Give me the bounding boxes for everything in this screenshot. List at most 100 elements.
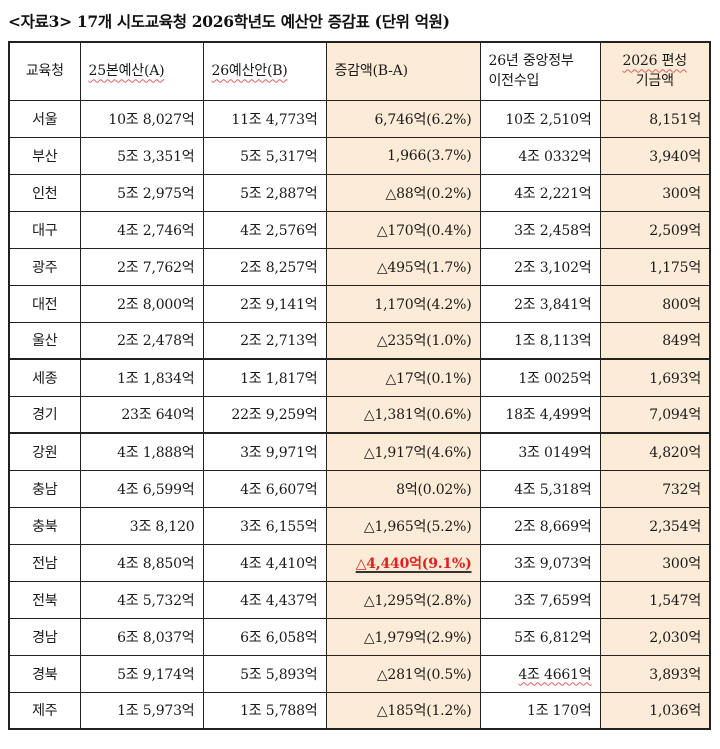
table-row: 서울 10조 8,027억 11조 4,773억 6,746억(6.2%) 10조 2,… [8, 99, 711, 138]
budget-2026-cell: 4조 4,410억 [202, 543, 327, 582]
change-cell: 1,170억(4.2%) [325, 284, 481, 323]
region-cell: 부산 [8, 136, 81, 175]
fund-2026-cell: 8,151억 [599, 99, 711, 138]
region-cell: 울산 [8, 321, 81, 360]
header-education-office: 교육청 [8, 41, 81, 101]
fund-2026-cell: 1,175억 [599, 247, 711, 286]
table-row: 충남 4조 6,599억 4조 6,607억 8억(0.02%) 4조 5,318억 73… [8, 469, 711, 508]
region-cell: 경남 [8, 617, 81, 656]
budget-2026-cell: 4조 6,607억 [202, 469, 327, 508]
table-row: 경북 5조 9,174억 5조 5,893억 △281억(0.5%) 4조 4661억 3… [8, 654, 711, 693]
change-cell: △1,295억(2.8%) [325, 580, 481, 619]
table-row: 광주 2조 7,762억 2조 8,257억 △495억(1.7%) 2조 3,102억… [8, 247, 711, 286]
central-transfer-cell: 4조 5,318억 [479, 469, 601, 508]
change-cell: △495억(1.7%) [325, 247, 481, 286]
budget-2025-cell: 4조 1,888억 [79, 432, 204, 471]
change-cell: 6,746억(6.2%) [325, 99, 481, 138]
fund-2026-cell: 2,030억 [599, 617, 711, 656]
table-row: 울산 2조 2,478억 2조 2,713억 △235억(1.0%) 1조 8,113억… [8, 321, 711, 360]
budget-2025-cell: 1조 1,834억 [79, 358, 204, 397]
change-cell: △88억(0.2%) [325, 173, 481, 212]
table-row: 세종 1조 1,834억 1조 1,817억 △17억(0.1%) 1조 0025억 1,… [8, 358, 711, 397]
region-cell: 경기 [8, 395, 81, 434]
budget-2025-cell: 5조 2,975억 [79, 173, 204, 212]
table-row: 제주 1조 5,973억 1조 5,788억 △185억(1.2%) 1조 170억 1,… [8, 691, 711, 730]
central-transfer-cell: 1조 8,113억 [479, 321, 601, 360]
fund-2026-cell: 4,820억 [599, 432, 711, 471]
fund-2026-cell: 732억 [599, 469, 711, 508]
fund-2026-cell: 3,893억 [599, 654, 711, 693]
fund-2026-cell: 3,940억 [599, 136, 711, 175]
central-transfer-cell: 3조 0149억 [479, 432, 601, 471]
region-cell: 충북 [8, 506, 81, 545]
table-row: 부산 5조 3,351억 5조 5,317억 1,966(3.7%) 4조 0332억 3… [8, 136, 711, 175]
table-row: 대구 4조 2,746억 4조 2,576억 △170억(0.4%) 3조 2,458억… [8, 210, 711, 249]
budget-2026-cell: 11조 4,773억 [202, 99, 327, 138]
budget-2025-cell: 23조 640억 [79, 395, 204, 434]
table-row: 전북 4조 5,732억 4조 4,437억 △1,295억(2.8%) 3조 7,65… [8, 580, 711, 619]
budget-2026-cell: 1조 1,817억 [202, 358, 327, 397]
change-cell: △1,965억(5.2%) [325, 506, 481, 545]
change-cell: △170억(0.4%) [325, 210, 481, 249]
budget-2025-cell: 3조 8,120 [79, 506, 204, 545]
budget-2025-cell: 5조 3,351억 [79, 136, 204, 175]
fund-2026-cell: 1,036억 [599, 691, 711, 730]
table-row: 충북 3조 8,120 3조 6,155억 △1,965억(5.2%) 2조 8,669… [8, 506, 711, 545]
change-cell: △235억(1.0%) [325, 321, 481, 360]
central-transfer-cell: 4조 4661억 [479, 654, 601, 693]
budget-2026-cell: 2조 2,713억 [202, 321, 327, 360]
budget-2025-cell: 4조 6,599억 [79, 469, 204, 508]
budget-2026-cell: 5조 5,893억 [202, 654, 327, 693]
budget-2026-cell: 1조 5,788억 [202, 691, 327, 730]
budget-2026-cell: 3조 6,155억 [202, 506, 327, 545]
change-cell: △281억(0.5%) [325, 654, 481, 693]
fund-2026-cell: 2,509억 [599, 210, 711, 249]
central-transfer-cell: 4조 2,221억 [479, 173, 601, 212]
budget-2025-cell: 2조 8,000억 [79, 284, 204, 323]
budget-2025-cell: 5조 9,174억 [79, 654, 204, 693]
budget-2026-cell: 6조 6,058억 [202, 617, 327, 656]
central-transfer-cell: 2조 3,841억 [479, 284, 601, 323]
budget-2026-cell: 4조 2,576억 [202, 210, 327, 249]
change-cell: △1,917억(4.6%) [325, 432, 481, 471]
table-row: 대전 2조 8,000억 2조 9,141억 1,170억(4.2%) 2조 3,841… [8, 284, 711, 323]
table-row: 강원 4조 1,888억 3조 9,971억 △1,917억(4.6%) 3조 0149… [8, 432, 711, 471]
region-cell: 인천 [8, 173, 81, 212]
budget-2025-cell: 10조 8,027억 [79, 99, 204, 138]
fund-2026-cell: 800억 [599, 284, 711, 323]
table-row: 전남 4조 8,850억 4조 4,410억 △4,440억(9.1%) 3조 9,07… [8, 543, 711, 582]
region-cell: 전남 [8, 543, 81, 582]
budget-2025-cell: 2조 2,478억 [79, 321, 204, 360]
central-transfer-cell: 3조 7,659억 [479, 580, 601, 619]
header-budget-2026: 26예산안(B) [202, 41, 327, 101]
budget-2026-cell: 5조 2,887억 [202, 173, 327, 212]
central-transfer-cell: 1조 0025억 [479, 358, 601, 397]
change-cell: △1,979억(2.9%) [325, 617, 481, 656]
region-cell: 세종 [8, 358, 81, 397]
budget-2026-cell: 3조 9,971억 [202, 432, 327, 471]
header-change: 증감액(B-A) [325, 41, 481, 101]
region-cell: 경북 [8, 654, 81, 693]
budget-2025-cell: 4조 5,732억 [79, 580, 204, 619]
change-cell: △185억(1.2%) [325, 691, 481, 730]
table-header-row: 교육청 25본예산(A) 26예산안(B) 증감액(B-A) 26년 중앙정부 이… [8, 41, 711, 101]
fund-2026-cell: 2,354억 [599, 506, 711, 545]
fund-2026-cell: 1,693억 [599, 358, 711, 397]
region-cell: 전북 [8, 580, 81, 619]
table-row: 경기 23조 640억 22조 9,259억 △1,381억(0.6%) 18조 4,4… [8, 395, 711, 434]
change-cell: △17억(0.1%) [325, 358, 481, 397]
region-cell: 광주 [8, 247, 81, 286]
change-cell: 1,966(3.7%) [325, 136, 481, 175]
region-cell: 강원 [8, 432, 81, 471]
fund-2026-cell: 300억 [599, 543, 711, 582]
budget-2026-cell: 4조 4,437억 [202, 580, 327, 619]
budget-2026-cell: 5조 5,317억 [202, 136, 327, 175]
central-transfer-cell: 3조 2,458억 [479, 210, 601, 249]
region-cell: 대전 [8, 284, 81, 323]
header-central-transfer: 26년 중앙정부 이전수입 [479, 41, 601, 101]
fund-2026-cell: 7,094억 [599, 395, 711, 434]
central-transfer-cell: 5조 6,812억 [479, 617, 601, 656]
fund-2026-cell: 1,547억 [599, 580, 711, 619]
region-cell: 서울 [8, 99, 81, 138]
central-transfer-cell: 2조 3,102억 [479, 247, 601, 286]
